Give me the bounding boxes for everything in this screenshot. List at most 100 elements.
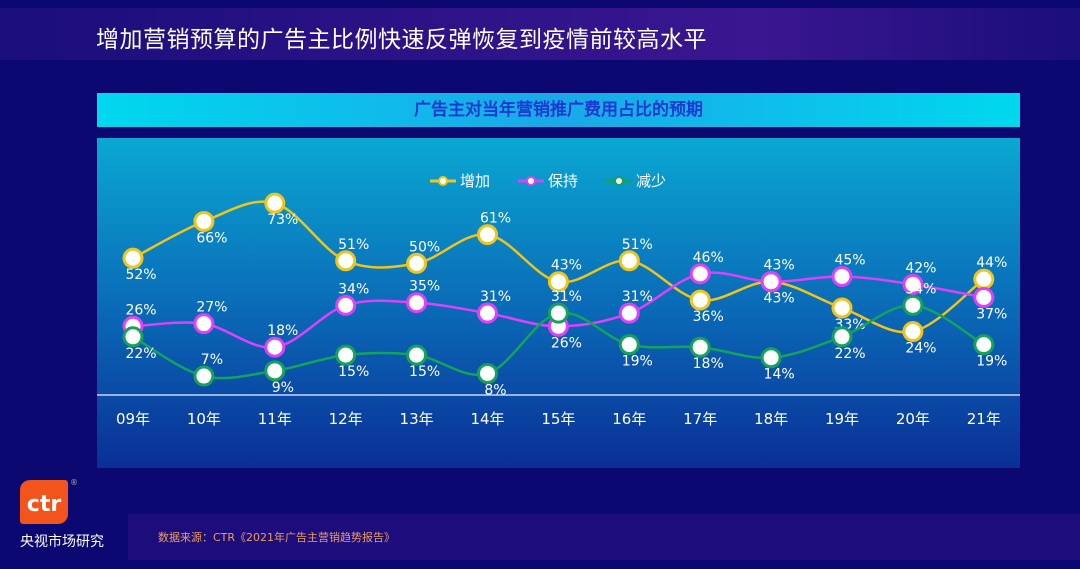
data-point (760, 271, 782, 293)
data-label: 18% (693, 356, 724, 372)
data-point (547, 271, 569, 293)
data-label: 31% (480, 289, 511, 305)
x-tick-label: 16年 (612, 410, 646, 428)
data-label: 66% (196, 230, 227, 246)
data-point (902, 321, 924, 343)
data-label: 26% (125, 302, 156, 318)
data-point (264, 360, 286, 382)
x-tick-label: 09年 (116, 410, 150, 428)
x-tick-label: 20年 (896, 410, 930, 428)
legend-marker-icon (518, 175, 545, 186)
legend-label: 增加 (460, 172, 491, 190)
data-label: 7% (201, 352, 223, 368)
legend-item: 减少 (606, 170, 666, 191)
data-label: 43% (764, 291, 795, 307)
legend-label: 保持 (548, 172, 579, 190)
data-label: 50% (409, 239, 440, 255)
legend: 增加 保持 减少 (430, 170, 666, 191)
data-point (335, 344, 357, 366)
data-label: 15% (338, 364, 369, 380)
data-point (973, 334, 995, 356)
data-label: 46% (693, 250, 724, 266)
data-label: 15% (409, 364, 440, 380)
data-label: 19% (976, 354, 1007, 370)
registered-mark: ® (70, 478, 78, 487)
data-point (689, 289, 711, 311)
data-point (477, 224, 498, 246)
data-point (689, 263, 711, 285)
data-point (831, 297, 853, 319)
x-tick-label: 10年 (187, 410, 221, 428)
data-label: 42% (905, 260, 936, 276)
data-point (618, 302, 640, 324)
x-tick-label: 21年 (967, 410, 1001, 428)
data-label: 31% (551, 289, 582, 305)
data-point (122, 247, 144, 269)
data-label: 34% (338, 281, 369, 297)
data-label: 14% (764, 367, 795, 383)
data-point (973, 286, 995, 308)
page-title: 增加营销预算的广告主比例快速反弹恢复到疫情前较高水平 (96, 27, 707, 53)
data-point (122, 326, 144, 348)
legend-marker-icon (606, 175, 633, 186)
data-point (760, 347, 782, 369)
title-bar (0, 8, 1080, 60)
data-point (335, 250, 357, 272)
data-label: 9% (272, 380, 294, 396)
data-source: 数据来源：CTR《2021年广告主营销趋势报告》 (158, 531, 396, 544)
x-tick-label: 15年 (541, 410, 575, 428)
x-tick-label: 19年 (825, 410, 859, 428)
legend-label: 减少 (636, 172, 667, 190)
ctr-logo: ctr (20, 480, 68, 524)
data-point (193, 313, 215, 335)
data-point (406, 292, 428, 314)
data-point (477, 302, 498, 324)
data-point (264, 336, 286, 358)
data-label: 22% (834, 346, 865, 362)
data-label: 37% (976, 306, 1007, 322)
x-tick-label: 18年 (754, 410, 788, 428)
x-tick-label: 14年 (470, 410, 504, 428)
data-label: 45% (834, 253, 865, 269)
brand-name: 央视市场研究 (20, 534, 104, 550)
data-point (618, 250, 640, 272)
data-label: 51% (622, 237, 653, 253)
data-label: 34% (905, 281, 936, 297)
data-label: 24% (905, 341, 936, 357)
data-point (477, 362, 498, 384)
data-point (335, 294, 357, 316)
data-point (406, 344, 428, 366)
data-point (831, 326, 853, 348)
data-label: 43% (551, 258, 582, 274)
data-label: 43% (764, 258, 795, 274)
data-point (902, 273, 924, 295)
x-tick-label: 17年 (683, 410, 717, 428)
x-tick-label: 11年 (258, 410, 292, 428)
data-point (264, 192, 286, 214)
data-point (406, 252, 428, 274)
footer-bar: 数据来源：CTR《2021年广告主营销趋势报告》 (128, 514, 1080, 560)
data-label: 31% (622, 289, 653, 305)
data-label: 27% (196, 300, 227, 316)
data-label: 35% (409, 279, 440, 295)
data-label: 73% (267, 212, 298, 228)
data-label: 26% (551, 335, 582, 351)
data-label: 18% (267, 323, 298, 339)
data-point (689, 336, 711, 358)
legend-item: 保持 (518, 170, 578, 191)
legend-marker-icon (430, 175, 456, 186)
data-point (193, 210, 215, 232)
data-point (547, 302, 569, 324)
legend-item: 增加 (430, 170, 490, 191)
data-point (618, 334, 640, 356)
data-label: 22% (125, 346, 156, 362)
x-tick-label: 12年 (329, 410, 363, 428)
data-point (973, 268, 995, 290)
data-point (831, 266, 853, 287)
data-label: 36% (693, 309, 724, 325)
data-point (193, 365, 215, 387)
data-label: 51% (338, 237, 369, 253)
data-label: 19% (622, 354, 653, 370)
data-label: 52% (125, 267, 156, 283)
data-point (902, 294, 924, 316)
